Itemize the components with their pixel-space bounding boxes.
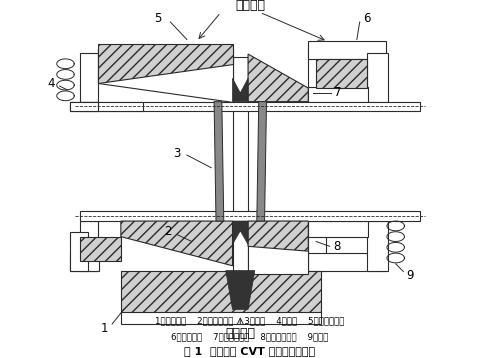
Polygon shape xyxy=(98,44,232,83)
Text: 4: 4 xyxy=(47,77,54,90)
Bar xyxy=(70,253,100,271)
Bar xyxy=(366,221,388,271)
Text: 6: 6 xyxy=(363,11,370,25)
Bar xyxy=(80,102,420,111)
Text: 5: 5 xyxy=(154,11,162,25)
Bar xyxy=(308,48,326,102)
Polygon shape xyxy=(257,102,266,221)
Polygon shape xyxy=(248,54,308,102)
Bar xyxy=(366,53,388,102)
Polygon shape xyxy=(248,221,308,251)
Polygon shape xyxy=(121,221,232,266)
Polygon shape xyxy=(232,221,248,245)
Bar xyxy=(80,237,121,261)
Polygon shape xyxy=(98,49,232,102)
Text: 6主动轮油缸    7主动轮可动盘    8从动轮固定盘    9输出轴: 6主动轮油缸 7主动轮可动盘 8从动轮固定盘 9输出轴 xyxy=(172,332,328,341)
Text: 8: 8 xyxy=(334,240,341,253)
Bar xyxy=(316,59,366,88)
Text: 3: 3 xyxy=(174,146,181,160)
Bar xyxy=(232,57,248,309)
Bar xyxy=(80,211,420,221)
Text: 2: 2 xyxy=(164,225,171,238)
Bar xyxy=(70,232,88,271)
Bar xyxy=(121,313,321,324)
Polygon shape xyxy=(214,102,224,221)
Bar xyxy=(308,87,368,102)
Text: 从动轮组: 从动轮组 xyxy=(226,327,256,340)
Polygon shape xyxy=(248,221,308,274)
Bar xyxy=(70,102,143,111)
Text: 9: 9 xyxy=(406,269,414,282)
Bar xyxy=(308,253,386,271)
Bar xyxy=(308,221,326,271)
Bar xyxy=(308,42,386,59)
Text: 1从动轮油缸    2从动轮可动盘    3传动带    4输入轴    5主动轴固定盘: 1从动轮油缸 2从动轮可动盘 3传动带 4输入轴 5主动轴固定盘 xyxy=(156,316,344,325)
Bar xyxy=(121,271,321,314)
Polygon shape xyxy=(226,271,255,309)
Text: 1: 1 xyxy=(100,322,108,335)
Bar xyxy=(80,221,98,271)
Text: 图 1  传统带式 CVT 的结构与原理图: 图 1 传统带式 CVT 的结构与原理图 xyxy=(184,346,316,356)
Text: 主动轮组: 主动轮组 xyxy=(235,0,265,12)
Bar xyxy=(308,221,368,237)
Polygon shape xyxy=(232,78,248,102)
Bar xyxy=(70,102,98,111)
Text: 7: 7 xyxy=(334,86,341,100)
Bar xyxy=(80,53,98,102)
